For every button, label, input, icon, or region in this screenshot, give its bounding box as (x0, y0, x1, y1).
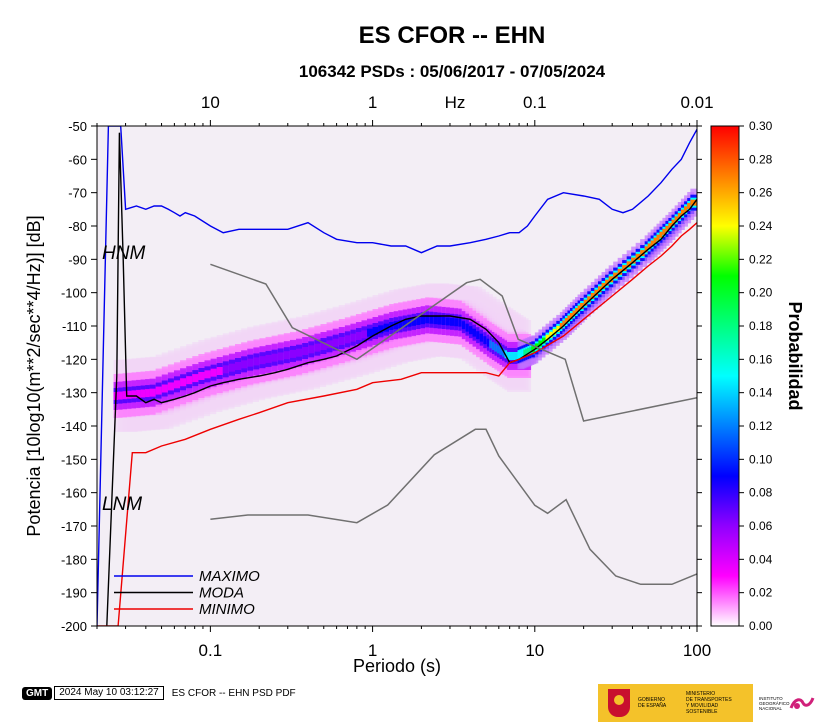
gmt-timestamp: 2024 May 10 03:12:27 (54, 686, 164, 700)
colorbar-tick-label: 0.10 (749, 452, 773, 466)
series-line-hnm (210, 263, 697, 422)
ign-logo: INSTITUTO GEOGRÁFICO NACIONAL (753, 684, 824, 722)
ign-mark-icon (789, 697, 815, 709)
y-tick-label: -170 (61, 519, 87, 534)
x-tick-label: 10 (525, 641, 544, 660)
colorbar-tick-label: 0.22 (749, 252, 773, 266)
colorbar-tick-label: 0.28 (749, 152, 773, 166)
top-tick-label: 0.01 (680, 93, 713, 112)
y-tick-label: -80 (68, 219, 87, 234)
colorbar-tick-label: 0.02 (749, 586, 773, 600)
series-line-minimo (97, 222, 697, 626)
density-layer (113, 188, 697, 432)
gobierno-text: GOBIERNO DE ESPAÑA (638, 697, 667, 709)
colorbar-tick-label: 0.14 (749, 386, 773, 400)
legend-label-maximo: MAXIMO (199, 568, 260, 585)
y-tick-label: -140 (61, 419, 87, 434)
top-tick-label: 10 (201, 93, 220, 112)
y-tick-label: -110 (62, 319, 87, 334)
colorbar: 0.00 0.02 0.04 0.06 0.08 0.10 0.12 0.14 0.16 0.18… (710, 119, 773, 633)
y-tick-label: -50 (68, 119, 87, 134)
x-tick-label: 0.1 (199, 641, 223, 660)
colorbar-label: Probabilidad (785, 301, 805, 410)
hnm-label: HNM (102, 243, 145, 264)
x-tick-label: 100 (683, 641, 711, 660)
gmt-stamp: GMT 2024 May 10 03:12:27 ES CFOR -- EHN … (22, 686, 296, 700)
series-line-lnm (210, 428, 697, 586)
colorbar-tick-label: 0.18 (749, 319, 773, 333)
legend-label-moda: MODA (199, 585, 244, 602)
chart-title: ES CFOR -- EHN (359, 22, 546, 49)
ministerio-text: MINISTERIO DE TRANSPORTES Y MOVILIDAD SOST… (686, 691, 732, 715)
colorbar-tick-label: 0.20 (749, 286, 773, 300)
y-tick-label: -100 (61, 286, 87, 301)
colorbar-tick-label: 0.08 (749, 486, 773, 500)
y-tick-label: -60 (68, 152, 87, 167)
series-line-moda (106, 132, 697, 626)
series-line-maximo (97, 126, 697, 626)
colorbar-gradient (710, 125, 740, 627)
top-axis-label: Hz (445, 93, 466, 112)
plot-area (96, 125, 698, 627)
colorbar-tick-label: 0.00 (749, 619, 773, 633)
axes: 0.1 1 10 100 10 1 0.1 0.01 -200 -190 -180 -170 -160 -… (61, 93, 714, 660)
plot-frame (96, 125, 698, 627)
colorbar-tick-label: 0.04 (749, 552, 773, 566)
y-axis-label: Potencia [10log10(m**2/sec**4/Hz)] [dB] (24, 215, 44, 536)
colorbar-tick-label: 0.24 (749, 219, 773, 233)
y-tick-label: -190 (61, 586, 87, 601)
x-tick-label: 1 (368, 641, 377, 660)
colorbar-tick-label: 0.12 (749, 419, 773, 433)
x-axis-label: Periodo (s) (353, 656, 441, 676)
y-tick-label: -150 (61, 452, 87, 467)
chart-subtitle: 106342 PSDs : 05/06/2017 - 07/05/2024 (299, 62, 606, 81)
colorbar-tick-label: 0.06 (749, 519, 773, 533)
ign-text: INSTITUTO GEOGRÁFICO NACIONAL (759, 695, 790, 711)
colorbar-tick-label: 0.30 (749, 119, 773, 133)
y-tick-label: -90 (68, 252, 87, 267)
series-layer (97, 126, 697, 626)
gmt-caption: ES CFOR -- EHN PSD PDF (171, 687, 296, 699)
institution-logos: GOBIERNO DE ESPAÑA MINISTERIO DE TRANSPORT… (598, 684, 824, 722)
y-tick-label: -130 (61, 386, 87, 401)
top-tick-label: 0.1 (523, 93, 547, 112)
colorbar-tick-label: 0.16 (749, 352, 773, 366)
top-tick-label: 1 (368, 93, 377, 112)
y-tick-label: -180 (61, 552, 87, 567)
gobierno-logo: GOBIERNO DE ESPAÑA MINISTERIO DE TRANSPORT… (598, 684, 753, 722)
legend-label-minimo: MINIMO (199, 601, 255, 618)
y-tick-label: -200 (61, 619, 87, 634)
lnm-label: LNM (102, 494, 142, 515)
y-tick-label: -70 (68, 186, 87, 201)
colorbar-tick-label: 0.26 (749, 186, 773, 200)
gmt-logo: GMT (22, 686, 53, 700)
y-tick-label: -120 (61, 352, 87, 367)
coat-of-arms-icon (608, 689, 630, 717)
y-tick-label: -160 (61, 486, 87, 501)
